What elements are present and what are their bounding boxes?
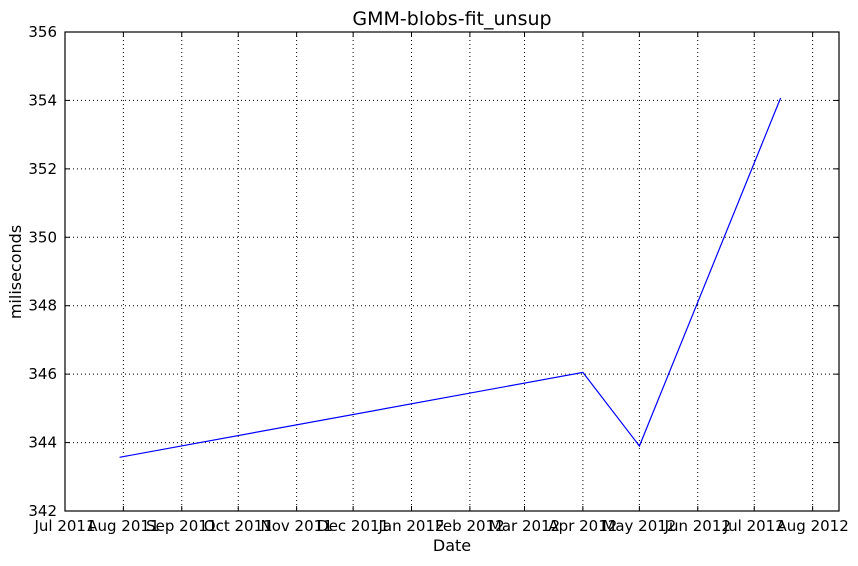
y-tick-label: 342 [28,502,57,520]
axes-frame [65,32,839,511]
y-tick-label: 354 [28,91,57,109]
x-tick-label: Aug 2012 [777,517,849,535]
y-tick-label: 356 [28,23,57,41]
series-line [120,98,781,457]
y-axis-label: miliseconds [6,225,25,319]
y-tick-label: 352 [28,160,57,178]
x-axis-label: Date [433,536,471,555]
x-tick-label: Jun 2012 [664,517,731,535]
y-tick-label: 350 [28,228,57,246]
y-tick-label: 346 [28,365,57,383]
grid [65,32,839,511]
y-tick-label: 344 [28,434,57,452]
x-tick-label: Jul 2012 [723,517,785,535]
chart-title: GMM-blobs-fit_unsup [352,8,551,30]
y-tick-label: 348 [28,297,57,315]
series-layer [120,98,781,457]
